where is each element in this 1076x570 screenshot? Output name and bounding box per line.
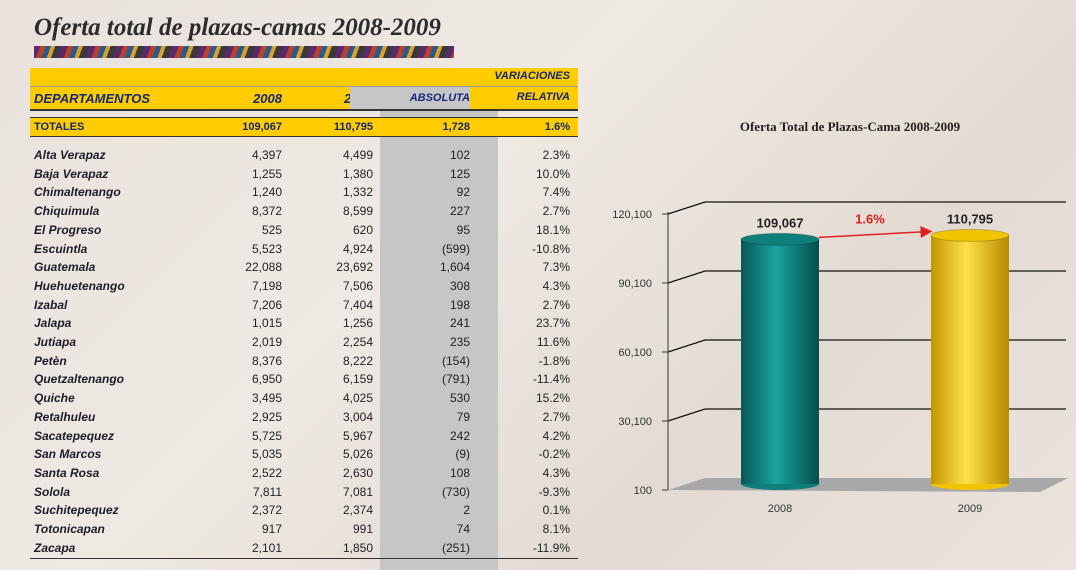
y-tick-label: 60,100: [618, 347, 652, 359]
data-label: 110,795: [947, 211, 993, 226]
y-tick-label: 90,100: [618, 278, 652, 290]
annotation-arrow: [819, 231, 931, 237]
chart: Oferta Total de Plazas-Cama 2008-2009 10…: [0, 0, 1076, 570]
bar-top: [931, 229, 1009, 241]
y-tick-label: 120,100: [612, 209, 652, 221]
bar: [741, 239, 819, 484]
bar-top: [741, 233, 819, 245]
x-tick-label: 2008: [768, 503, 792, 515]
data-label: 109,067: [757, 215, 804, 230]
chart-title: Oferta Total de Plazas-Cama 2008-2009: [740, 119, 961, 134]
y-tick-label: 30,100: [618, 416, 652, 428]
page: {"header":{"title":"Oferta total de plaz…: [0, 0, 1076, 570]
bar: [931, 235, 1009, 484]
y-tick-label: 100: [634, 485, 652, 497]
x-tick-label: 2009: [958, 503, 982, 515]
annotation: 1.6%: [855, 211, 885, 226]
